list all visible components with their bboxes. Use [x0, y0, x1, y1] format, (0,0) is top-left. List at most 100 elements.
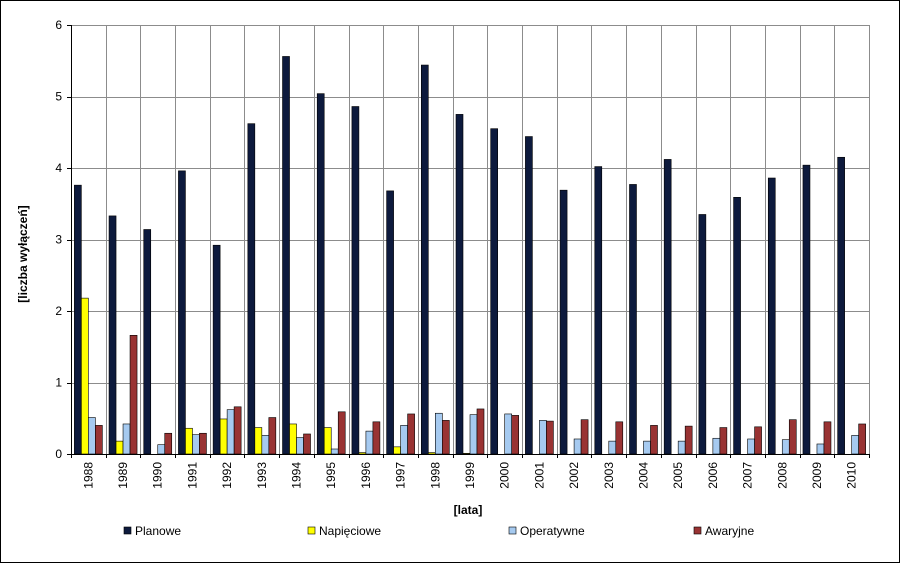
bar-awaryjne-1994	[303, 433, 311, 455]
bar-operatywne-1990	[157, 444, 166, 455]
bar-planowe-1992	[212, 244, 221, 455]
bar-napięciowe-1991	[185, 427, 193, 455]
bar-operatywne-2006	[712, 437, 721, 455]
legend-swatch-planowe	[123, 526, 132, 535]
bar-planowe-1996	[351, 106, 360, 455]
x-tick-label: 1997	[394, 462, 408, 489]
x-tick-label: 1992	[220, 462, 234, 489]
bar-operatywne-1994	[296, 437, 304, 455]
bar-planowe-1997	[386, 190, 394, 455]
legend-swatch-awaryjne	[693, 526, 702, 535]
bar-planowe-1989	[108, 215, 117, 455]
x-tick-label: 2003	[602, 462, 616, 489]
bar-operatywne-2007	[747, 438, 755, 455]
y-tick-label: 4	[55, 161, 62, 175]
legend-label-napięciowe: Napięciowe	[319, 524, 381, 538]
bar-operatywne-1995	[330, 448, 339, 455]
bar-operatywne-1999	[469, 414, 478, 455]
y-axis-title: [liczba wyłączeń]	[16, 205, 30, 302]
x-tick-label: 1994	[290, 462, 304, 489]
bar-napięciowe-1992	[219, 418, 228, 455]
bar-awaryjne-1988	[95, 425, 103, 455]
bar-awaryjne-1989	[129, 335, 138, 455]
bar-napięciowe-1998	[427, 452, 436, 455]
bar-operatywne-2008	[781, 439, 790, 455]
x-tick-label: 1998	[428, 462, 442, 489]
bar-awaryjne-1993	[268, 417, 277, 455]
bar-operatywne-1993	[261, 435, 270, 455]
x-tick-label: 2000	[498, 462, 512, 489]
x-tick-label: 1993	[255, 462, 269, 489]
x-tick-label: 1991	[185, 462, 199, 489]
bar-awaryjne-2006	[719, 427, 728, 455]
bar-napięciowe-1995	[323, 427, 332, 455]
x-tick-label: 2007	[741, 462, 755, 489]
x-tick-label: 2006	[706, 462, 720, 489]
bar-operatywne-1998	[434, 412, 443, 455]
x-tick-label: 1989	[116, 462, 130, 489]
bar-awaryjne-1991	[199, 432, 207, 455]
bar-awaryjne-2007	[754, 426, 762, 455]
bar-awaryjne-2009	[823, 421, 832, 455]
y-tick-label: 3	[55, 233, 62, 247]
x-tick-label: 2010	[845, 462, 859, 489]
legend-label-planowe: Planowe	[135, 524, 181, 538]
bar-operatywne-2003	[608, 440, 617, 455]
bar-planowe-2003	[594, 166, 603, 455]
bar-awaryjne-1995	[337, 411, 346, 455]
bar-awaryjne-1999	[476, 408, 485, 455]
x-tick-label: 1988	[81, 462, 95, 489]
bar-operatywne-2002	[573, 438, 582, 455]
x-tick-label: 1990	[151, 462, 165, 489]
legend-label-operatywne: Operatywne	[520, 524, 585, 538]
x-tick-label: 2001	[532, 462, 546, 489]
y-tick-label: 0	[55, 447, 62, 461]
x-tick-label: 2009	[810, 462, 824, 489]
x-tick-label: 2002	[567, 462, 581, 489]
bar-operatywne-1989	[122, 423, 131, 455]
axes	[67, 25, 870, 458]
bar-awaryjne-2002	[580, 419, 589, 455]
bar-operatywne-1996	[365, 430, 374, 455]
bar-operatywne-2010	[851, 435, 859, 455]
bar-napięciowe-1994	[289, 423, 297, 455]
bar-operatywne-1991	[192, 434, 200, 455]
bar-planowe-2010	[837, 156, 845, 455]
bar-planowe-2006	[698, 214, 707, 455]
bar-napięciowe-1993	[254, 427, 263, 455]
y-tick-labels: 0 1 2 3 4 5 6	[55, 18, 62, 461]
y-tick-label: 6	[55, 18, 62, 32]
bar-napięciowe-1988	[81, 297, 89, 455]
bar-awaryjne-2000	[511, 415, 520, 455]
x-tick-labels: 1988 1989 1990 1991 1992 1993 1994 1995 1996 1997…	[81, 462, 858, 489]
x-axis-title: [lata]	[454, 503, 483, 517]
bar-operatywne-2009	[816, 443, 825, 455]
bar-planowe-1988	[74, 184, 82, 455]
legend: Planowe Napięciowe Operatywne Awaryjne	[123, 524, 754, 538]
bar-planowe-2004	[629, 184, 637, 455]
x-tick-label: 1995	[324, 462, 338, 489]
bar-planowe-1990	[143, 229, 152, 455]
bar-planowe-1991	[178, 170, 186, 455]
bar-awaryjne-1997	[407, 413, 415, 455]
bar-awaryjne-1992	[233, 406, 242, 455]
bar-napięciowe-1997	[393, 446, 401, 455]
bar-awaryjne-2005	[684, 425, 693, 455]
bar-napięciowe-1999	[462, 452, 471, 455]
x-tick-label: 1996	[359, 462, 373, 489]
bar-planowe-2002	[559, 189, 568, 455]
bars	[74, 56, 866, 455]
bar-planowe-1998	[420, 64, 429, 455]
bar-awaryjne-2008	[788, 419, 797, 455]
bar-planowe-2007	[733, 197, 741, 455]
bar-awaryjne-1998	[441, 420, 450, 455]
bar-planowe-2005	[663, 159, 672, 455]
grid-lines	[71, 25, 870, 455]
bar-operatywne-2005	[677, 440, 686, 455]
bar-awaryjne-1990	[164, 432, 173, 455]
bar-awaryjne-2010	[858, 423, 866, 455]
legend-swatch-napięciowe	[307, 526, 316, 535]
y-tick-label: 5	[55, 90, 62, 104]
legend-label-awaryjne: Awaryjne	[705, 524, 754, 538]
bar-awaryjne-2001	[546, 420, 554, 455]
